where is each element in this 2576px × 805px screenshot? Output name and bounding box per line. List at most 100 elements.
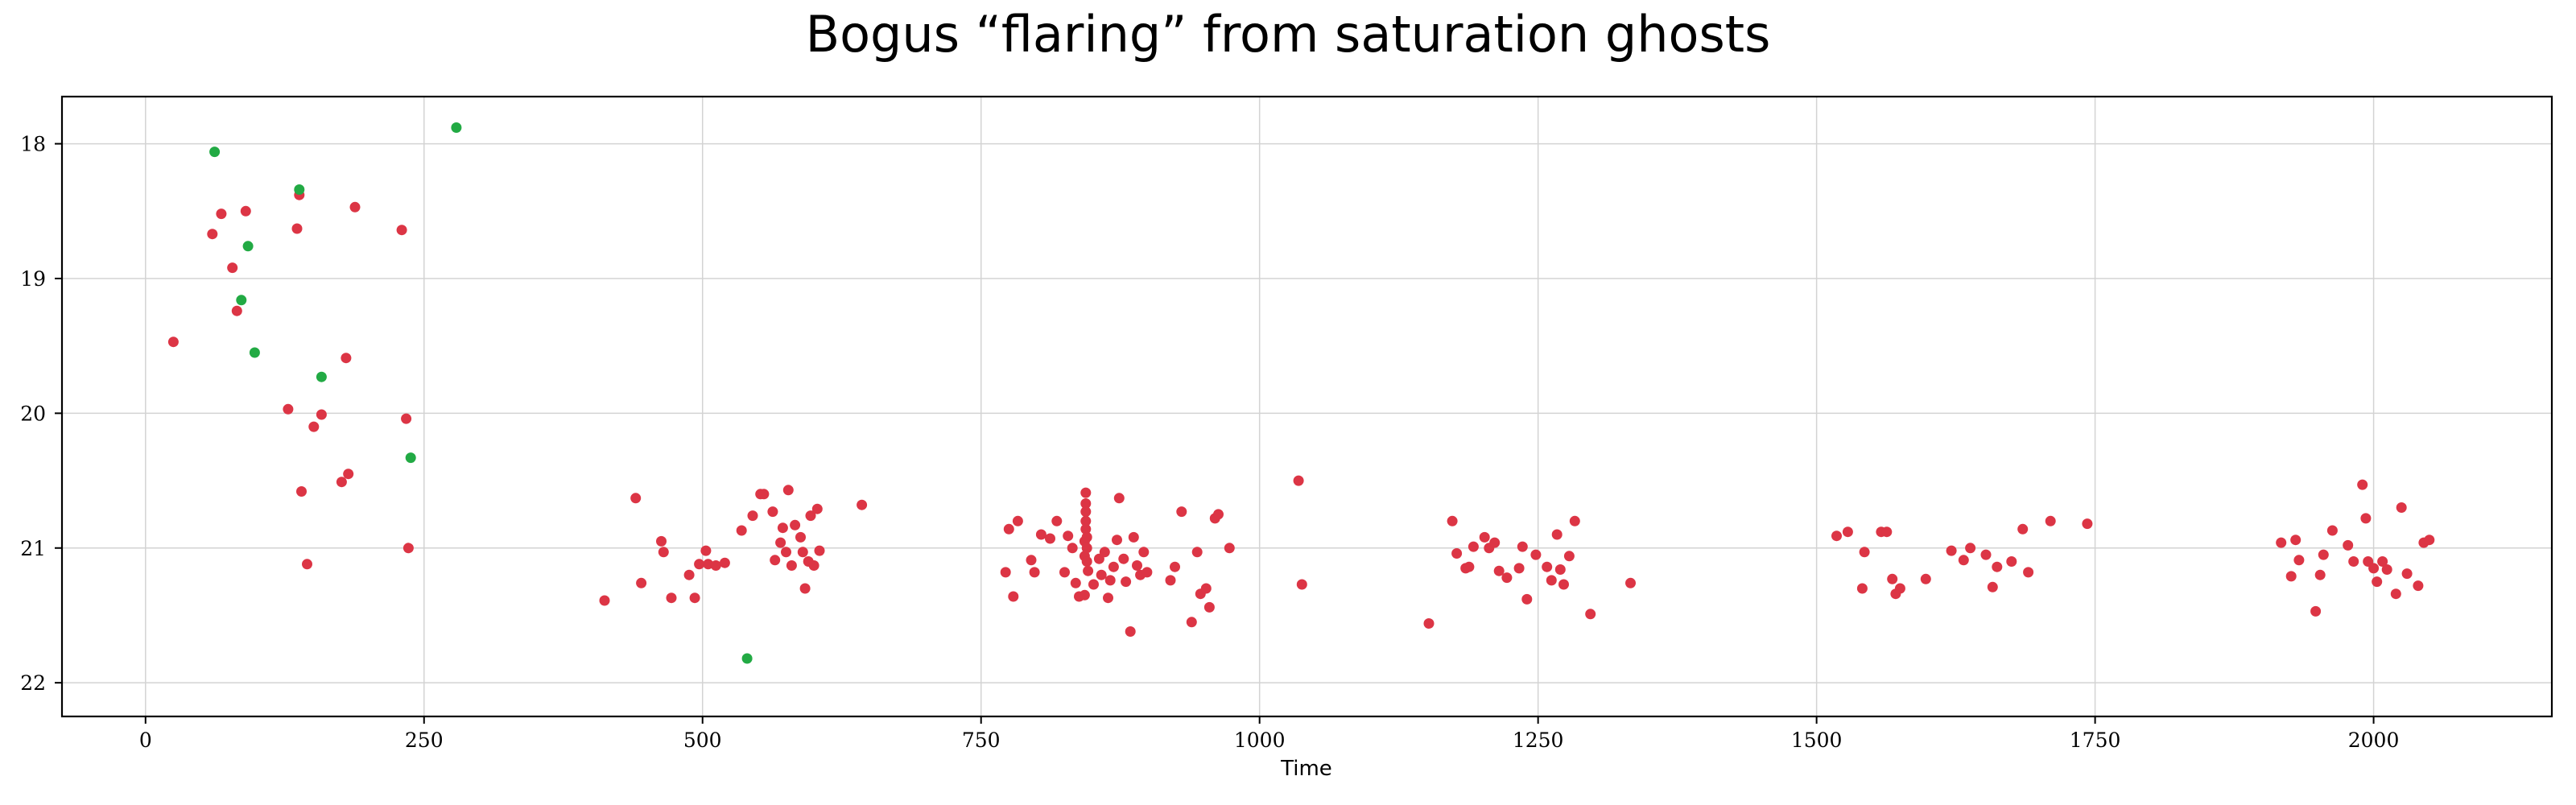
red-data-point [2082, 518, 2093, 530]
red-data-point [1113, 493, 1125, 504]
red-data-point [1081, 556, 1092, 567]
red-data-point [1842, 526, 1853, 538]
x-tick-label: 1000 [1234, 729, 1286, 752]
red-data-point [1003, 523, 1014, 535]
red-data-point [2293, 555, 2305, 566]
red-data-point [811, 503, 823, 514]
red-data-point [1070, 577, 1081, 588]
red-data-point [1513, 563, 1525, 574]
red-data-point [758, 489, 770, 500]
red-data-point [336, 477, 347, 488]
red-data-point [710, 560, 721, 571]
red-data-point [1096, 569, 1107, 580]
red-data-point [747, 510, 758, 522]
red-data-point [1296, 579, 1307, 590]
red-data-point [1946, 545, 1957, 556]
red-data-point [1081, 531, 1092, 543]
x-tick-label: 1500 [1791, 729, 1843, 752]
green-data-point [249, 347, 260, 358]
red-data-point [1191, 547, 1203, 558]
red-data-point [1000, 567, 1011, 578]
green-data-point [209, 147, 221, 158]
red-data-point [1063, 530, 1074, 542]
red-data-point [1067, 543, 1078, 554]
red-data-point [2401, 568, 2413, 580]
red-data-point [402, 543, 414, 554]
chart-title: Bogus “flaring” from saturation ghosts [806, 5, 1771, 64]
green-data-point [741, 653, 753, 664]
red-data-point [2396, 502, 2407, 513]
red-data-point [1493, 565, 1505, 576]
red-data-point [799, 583, 811, 594]
green-data-point [294, 184, 305, 195]
red-data-point [167, 336, 179, 348]
red-data-point [1080, 523, 1092, 535]
red-data-point [1083, 565, 1094, 576]
red-data-point [2023, 567, 2034, 578]
green-data-point [316, 371, 327, 382]
red-data-point [808, 560, 819, 571]
red-data-point [857, 499, 868, 510]
red-data-point [2290, 535, 2301, 546]
red-data-point [719, 557, 730, 568]
red-data-point [1224, 543, 1235, 554]
red-data-point [1992, 561, 2003, 572]
axis-ticks: 0 250 500 750 1000 1250 1500 1750 2000 18 19 20 21 22 [20, 133, 2399, 752]
plot-frame [60, 95, 2553, 718]
red-data-point [1186, 617, 1197, 628]
red-data-point [814, 545, 825, 556]
red-data-point [216, 208, 227, 220]
y-tick-label: 21 [20, 537, 46, 560]
red-data-point [2360, 513, 2372, 524]
red-data-point [683, 569, 695, 580]
red-data-point [1831, 530, 1842, 542]
red-data-point [1920, 573, 1931, 584]
red-data-point [2390, 588, 2401, 600]
red-data-point [1108, 561, 1119, 572]
red-data-point [782, 485, 794, 496]
red-data-point [2368, 563, 2380, 574]
red-data-point [777, 522, 788, 534]
red-data-point [1029, 567, 1040, 578]
red-data-point [396, 225, 407, 236]
red-data-point [2343, 539, 2354, 551]
red-data-point [1051, 515, 1063, 526]
red-data-point [1213, 509, 1224, 520]
y-tick-label: 19 [20, 267, 46, 291]
x-tick-label: 2000 [2348, 729, 2400, 752]
red-data-point [349, 201, 361, 213]
red-data-point [2381, 564, 2392, 575]
red-data-point [1521, 593, 1533, 605]
red-data-point [658, 547, 669, 558]
red-data-point [1965, 543, 1976, 554]
red-data-point [694, 559, 705, 570]
red-data-point [1887, 573, 1898, 584]
red-data-point [2045, 515, 2056, 526]
red-data-point [1856, 583, 1868, 594]
red-data-point [1489, 537, 1501, 548]
red-data-point [1987, 581, 1998, 592]
red-data-point [1125, 626, 1136, 637]
red-data-point [1045, 533, 1055, 544]
red-data-point [1080, 515, 1092, 526]
red-data-point [1468, 541, 1479, 552]
green-data-point [405, 452, 416, 464]
red-data-point [1026, 555, 1037, 566]
red-data-point [227, 262, 238, 274]
green-data-point [236, 295, 247, 306]
red-data-point [1080, 487, 1092, 498]
y-tick-label: 20 [20, 402, 46, 425]
x-axis-label: Time [1280, 757, 1332, 781]
red-data-point [666, 592, 677, 604]
red-data-point [308, 421, 320, 432]
red-data-point [1447, 515, 1458, 526]
red-data-point [1563, 551, 1575, 562]
red-data-point [1585, 609, 1596, 620]
red-data-point [1035, 529, 1046, 540]
red-data-point [1080, 506, 1092, 518]
red-data-point [656, 535, 667, 547]
red-data-point [736, 525, 747, 536]
red-data-point [767, 506, 778, 518]
red-data-point [2314, 569, 2326, 580]
red-data-point [1079, 589, 1090, 601]
